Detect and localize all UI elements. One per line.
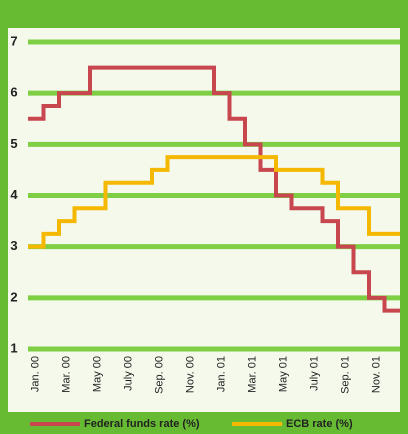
- x-tick-label: Jan. 01: [216, 356, 228, 392]
- x-tick-label: May 00: [92, 356, 104, 392]
- y-tick-label: 4: [10, 187, 18, 202]
- y-tick-label: 6: [10, 85, 17, 100]
- x-tick-label: Nov. 01: [371, 356, 383, 393]
- y-tick-label: 2: [10, 289, 17, 304]
- legend-label: Federal funds rate (%): [84, 418, 200, 430]
- x-tick-label: Mar. 01: [247, 356, 259, 393]
- series-line: [28, 65, 400, 313]
- y-tick-label: 3: [10, 238, 17, 253]
- y-tick-label: 1: [10, 340, 17, 355]
- y-tick-label: 7: [10, 33, 17, 48]
- legend-label: ECB rate (%): [286, 418, 353, 430]
- x-tick-label: Sep. 00: [154, 356, 166, 394]
- x-tick-label: May 01: [278, 356, 290, 392]
- x-tick-label: Nov. 00: [185, 356, 197, 393]
- x-tick-label: Sep. 01: [340, 356, 352, 394]
- x-tick-label: Mar. 00: [61, 356, 73, 393]
- x-tick-label: July 01: [309, 356, 321, 391]
- series-line: [28, 155, 400, 249]
- y-tick-label: 5: [10, 136, 17, 151]
- x-tick-label: July 00: [123, 356, 135, 391]
- x-tick-label: Jan. 00: [30, 356, 42, 392]
